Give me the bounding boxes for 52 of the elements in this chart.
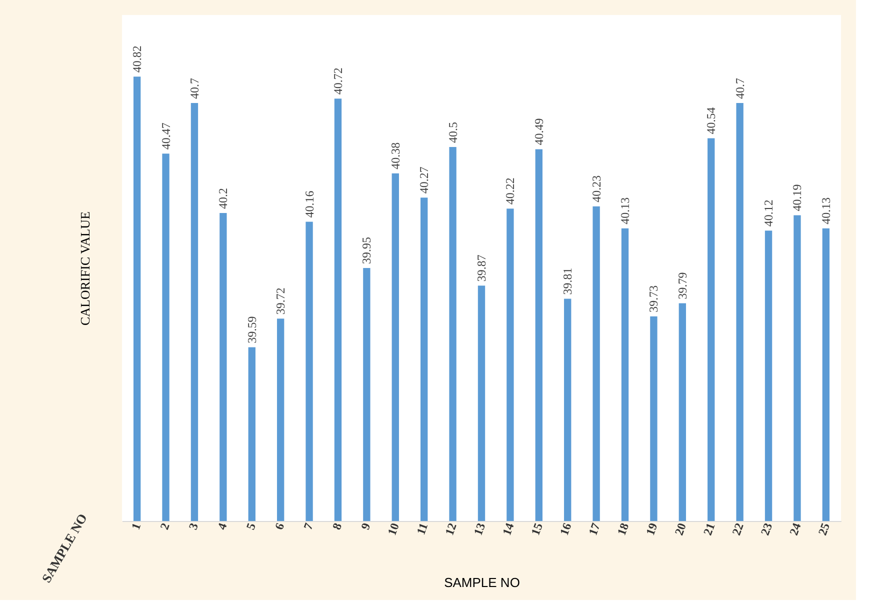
- x-tick-label: 15: [528, 521, 546, 538]
- data-label: 39.73: [646, 285, 661, 312]
- x-tick-label: 3: [186, 521, 202, 532]
- data-label: 40.13: [818, 197, 833, 224]
- x-tick-label: 10: [384, 521, 402, 538]
- x-tick-label: 23: [758, 521, 776, 538]
- data-label: 39.95: [360, 237, 374, 264]
- x-tick-label: 21: [700, 521, 718, 538]
- x-tick-label: 12: [442, 521, 460, 538]
- x-tick-label: 7: [300, 521, 316, 532]
- x-tick-label: 22: [729, 521, 746, 538]
- data-label: 40.13: [618, 197, 632, 224]
- x-tick-label: 1: [128, 521, 144, 532]
- data-label: 39.79: [675, 272, 690, 300]
- x-tick-label: 24: [786, 521, 804, 538]
- data-label: 40.72: [330, 68, 345, 95]
- x-tick-label: 25: [815, 521, 833, 538]
- data-label: 39.87: [474, 254, 488, 282]
- x-tick-label: 9: [358, 521, 374, 532]
- data-label: 40.49: [532, 118, 546, 146]
- data-label: 40.5: [446, 122, 460, 143]
- x-axis-title: SAMPLE NO: [444, 574, 520, 590]
- data-label: 40.23: [589, 175, 604, 202]
- data-label: 40.2: [216, 188, 230, 209]
- data-label: 40.16: [302, 190, 316, 218]
- x-tick-label: 18: [614, 521, 632, 538]
- data-label: 40.27: [417, 166, 432, 194]
- data-label: 40.54: [704, 107, 718, 134]
- x-tick-label: 20: [672, 521, 689, 538]
- x-tick-label: 4: [214, 521, 230, 532]
- data-label: 39.59: [244, 316, 259, 344]
- data-label: 39.81: [560, 268, 575, 295]
- data-label: 40.12: [762, 200, 776, 227]
- x-tick-label: 14: [500, 521, 517, 538]
- x-tick-label: 16: [556, 521, 574, 538]
- data-label: 39.72: [274, 288, 288, 315]
- x-tick-label: 5: [243, 521, 258, 532]
- x-tick-label: 6: [272, 521, 288, 532]
- x-tick-label: 19: [643, 521, 660, 538]
- x-tick-label: 11: [414, 521, 431, 537]
- x-tick-label: 13: [470, 521, 488, 538]
- y-axis-title: CALORIFIC VALUE: [78, 211, 92, 326]
- data-label: 40.47: [158, 122, 173, 150]
- data-label: 40.7: [187, 78, 202, 99]
- data-label: 40.82: [130, 46, 144, 73]
- data-label: 40.19: [790, 184, 804, 212]
- data-label: 40.38: [388, 142, 402, 170]
- x-tick-label: 8: [329, 521, 345, 532]
- x-tick-label: 17: [586, 521, 603, 538]
- data-label: 40.7: [732, 78, 747, 99]
- data-label: 40.22: [503, 178, 518, 205]
- x-tick-label: 2: [157, 521, 172, 532]
